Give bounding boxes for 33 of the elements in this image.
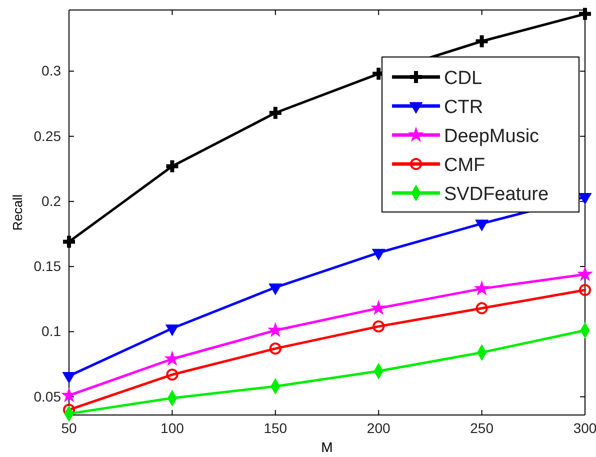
y-axis-title: Recall (10, 194, 25, 231)
point (63, 236, 75, 248)
point (576, 266, 594, 282)
x-tick-label: 250 (470, 420, 494, 436)
point (372, 320, 385, 332)
point (267, 322, 284, 338)
legend-label: CMF (444, 155, 486, 176)
x-tick-label: 50 (61, 420, 77, 436)
x-tick-label: 200 (366, 420, 390, 436)
y-tick-label: 0.1 (42, 323, 62, 340)
point (166, 368, 178, 381)
point (166, 160, 178, 172)
y-tick-label: 0.3 (42, 62, 62, 79)
legend-label: CDL (444, 68, 482, 89)
legend-label: SVDFeature (444, 184, 549, 205)
y-tick-label: 0.2 (42, 192, 62, 209)
point (578, 284, 592, 296)
y-tick-label: 0.15 (34, 258, 62, 274)
point (269, 106, 282, 119)
point (269, 342, 282, 355)
point (474, 280, 490, 296)
legend-label: DeepMusic (444, 126, 540, 147)
y-tick-label: 0.05 (34, 388, 62, 404)
point (476, 35, 488, 48)
x-axis-title: M (321, 439, 333, 455)
y-tick-label: 0.25 (34, 128, 62, 144)
x-tick-label: 300 (573, 420, 596, 436)
point (370, 300, 387, 316)
x-tick-label: 100 (160, 420, 184, 436)
point (579, 8, 591, 20)
point (476, 302, 488, 314)
x-tick-label: 150 (264, 420, 288, 436)
legend-label: CTR (444, 97, 484, 118)
